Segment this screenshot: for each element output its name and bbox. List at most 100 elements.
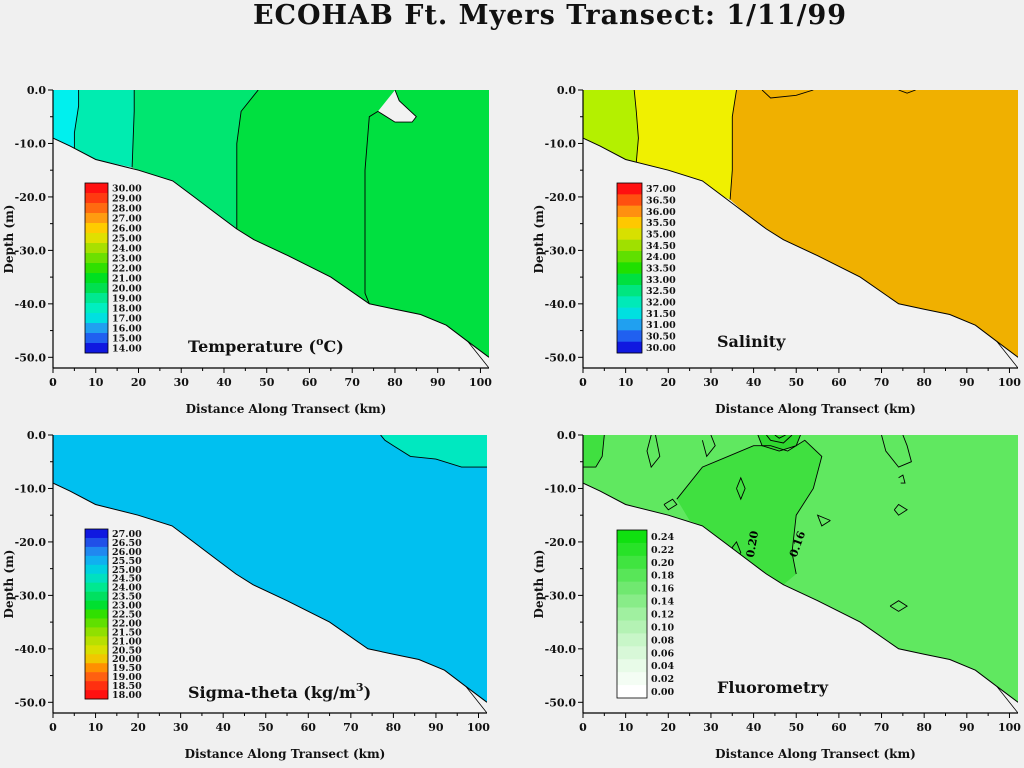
legend-swatch [617,607,647,621]
legend-label: 28.00 [112,204,142,215]
legend-swatch [85,564,108,575]
legend-label: 31.00 [646,320,676,331]
x-tick-label: 60 [831,376,847,389]
legend-swatch [85,573,108,583]
legend-label: 21.50 [112,627,142,638]
legend-label: 29.00 [112,194,142,205]
x-tick-label: 10 [88,376,104,389]
legend-swatch [617,251,642,263]
variable-label-suffix: ) [364,683,372,702]
legend-label: 21.00 [112,274,142,285]
legend-swatch [617,685,647,699]
legend-label: 26.00 [112,224,142,235]
legend-swatch [85,303,108,314]
salinity-panel: 0 10 20 30 40 50 60 70 80 90 100 0.0 -10.0 -20.0 -30.0… [532,84,1021,416]
legend-swatch [85,293,108,304]
legend-label: 0.02 [651,674,674,685]
contour-line-3 [898,90,916,94]
page-title: ECOHAB Ft. Myers Transect: 1/11/99 [252,0,848,31]
legend-swatch [617,319,642,331]
contour-line-13 [889,600,908,612]
legend-label: 19.50 [112,663,142,674]
x-axis-label: Distance Along Transect (km) [185,747,386,761]
legend-label: 0.10 [651,622,675,633]
x-tick-label: 10 [88,721,104,734]
y-tick-label: 0.0 [27,84,46,97]
legend-swatch [85,690,108,700]
x-tick-label: 50 [789,721,805,734]
legend-label: 0.14 [651,597,675,608]
legend-swatch [617,672,647,686]
contour-region-3 [236,90,489,358]
legend-swatch [617,307,642,320]
legend-label: 22.00 [112,618,142,629]
x-tick-label: 70 [874,376,890,389]
contour-line-3 [766,435,793,444]
legend-label: 25.50 [112,556,142,567]
contour-value-label: 0.20 [744,530,762,559]
legend-label: 14.00 [112,344,142,355]
legend-label: 36.50 [646,196,676,207]
x-tick-label: 90 [959,376,975,389]
variable-label: Sigma-theta (kg/m3) [188,681,371,702]
x-tick-label: 90 [428,721,444,734]
legend-swatch [85,283,108,294]
legend-label: 30.00 [646,343,676,354]
legend-swatch [617,594,647,608]
y-tick-label: -20.0 [545,536,577,549]
legend-label: 24.00 [646,252,676,263]
legend-swatch [617,659,647,673]
variable-label-sup: 3 [356,681,364,694]
legend-label: 27.00 [112,529,142,540]
seafloor-region [53,138,489,368]
legend: 30.0029.0028.0027.0026.0025.0024.0023.00… [84,182,142,355]
variable-label-text: Temperature ( [188,337,316,356]
legend-swatch [617,273,642,286]
y-tick-label: -10.0 [545,137,577,150]
x-tick-label: 20 [661,376,677,389]
legend-label: 20.50 [112,645,142,656]
x-axis-label: Distance Along Transect (km) [715,747,916,761]
variable-label: Temperature (oC) [188,335,344,356]
contour-line-7 [881,435,912,468]
legend-swatch [85,343,108,354]
seafloor-line [583,137,1018,358]
y-axis-label: Depth (m) [2,550,16,619]
legend-swatch [85,233,108,244]
legend-swatch [617,262,642,274]
x-tick-label: 0 [579,721,587,734]
contour-line-1 [131,90,135,168]
x-tick-label: 50 [258,721,274,734]
legend-label: 23.50 [112,592,142,603]
legend-label: 35.50 [646,218,676,229]
contour-line-9 [736,476,746,501]
x-tick-label: 50 [259,376,275,389]
contour-line-11 [663,498,678,511]
legend-swatch [85,213,108,224]
contour-line-1 [729,90,737,200]
contour-region-2 [132,90,259,229]
legend-swatch [617,285,642,297]
legend-swatch [85,183,108,194]
seafloor-line [583,482,1018,703]
legend-label: 0.24 [651,532,675,543]
x-tick-label: 80 [386,721,402,734]
x-tick-label: 60 [302,376,318,389]
y-tick-label: -50.0 [15,696,47,709]
legend-swatch [85,600,108,610]
contour-fill-group [53,90,489,368]
legend-swatch [85,582,108,592]
legend-label: 26.00 [112,547,142,558]
legend-label: 33.50 [646,264,676,275]
legend-label: 21.00 [112,636,142,647]
legend-label: 37.00 [646,184,676,195]
y-tick-label: -20.0 [545,191,577,204]
legend-swatch [617,330,642,342]
contour-line-5 [646,435,661,469]
temperature-panel: 0 10 20 30 40 50 60 70 80 90 100 0.0 -10.0 -20.0 -30.0… [2,84,492,416]
x-axis-label: Distance Along Transect (km) [186,402,387,416]
legend-label: 17.00 [112,314,142,325]
legend-label: 34.50 [646,241,676,252]
legend-swatch [85,223,108,234]
legend-swatch [617,217,642,229]
